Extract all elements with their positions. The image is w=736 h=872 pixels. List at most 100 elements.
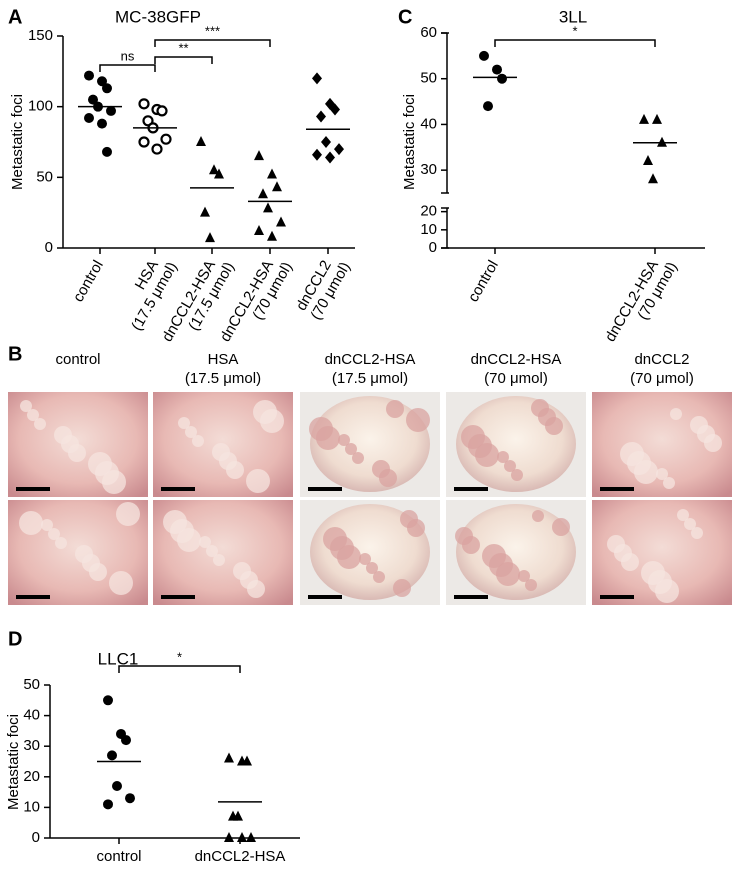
x-tick-label: dnCCL2-HSA(70 μmol) — [602, 251, 681, 354]
photo-nodule — [359, 553, 371, 565]
photo-nodule — [634, 460, 658, 484]
data-point — [652, 113, 662, 124]
y-tick-label: 10 — [420, 221, 437, 238]
chart-title: MC-38GFP — [115, 7, 201, 26]
photo-nodule — [462, 536, 480, 554]
data-point — [492, 64, 502, 75]
panel-label: A — [8, 6, 22, 28]
data-point — [102, 83, 112, 94]
y-tick-label: 40 — [23, 707, 40, 724]
x-tick-label-line: control — [465, 257, 502, 304]
data-point — [321, 136, 331, 148]
data-point — [330, 103, 340, 116]
photo-nodule — [345, 443, 357, 455]
data-point — [657, 136, 667, 147]
y-tick-label: 0 — [32, 829, 40, 846]
significance-label: *** — [205, 23, 220, 38]
photo-nodule — [68, 444, 86, 462]
photo-column-label: (70 μmol) — [484, 370, 548, 387]
data-point — [88, 94, 98, 105]
photo-organ — [456, 504, 576, 600]
photo-nodule — [316, 426, 340, 450]
y-tick-label: 60 — [420, 24, 437, 41]
photo-nodule — [352, 452, 364, 464]
photo-nodule — [393, 579, 411, 597]
photo-nodule — [691, 527, 703, 539]
data-point — [258, 188, 268, 199]
photo-column-label: dnCCL2-HSA — [325, 351, 416, 368]
data-point — [196, 136, 206, 146]
data-point — [200, 206, 210, 217]
photo-nodule — [338, 434, 350, 446]
photo-nodule — [116, 502, 140, 526]
photo-nodule — [656, 468, 668, 480]
x-tick-label: dnCCL2(70 μmol) — [292, 251, 353, 323]
data-point — [312, 72, 322, 85]
photo-nodule — [185, 426, 197, 438]
photo-column-label: control — [55, 351, 100, 368]
photo-nodule — [386, 400, 404, 418]
data-point — [125, 793, 135, 804]
significance-label: ns — [121, 48, 135, 63]
y-tick-label: 30 — [23, 737, 40, 754]
photo-nodule — [34, 418, 46, 430]
photo-nodule — [373, 571, 385, 583]
significance-bracket — [99, 64, 156, 72]
photo-nodule — [677, 509, 689, 521]
photo-nodule — [199, 536, 211, 548]
data-point — [151, 143, 163, 155]
x-tick-label: dnCCL2-HSA — [195, 848, 286, 865]
photo-nodule — [213, 554, 225, 566]
scale-bar — [454, 487, 488, 491]
photo-column-label: HSA — [208, 351, 239, 368]
photo-nodule — [89, 563, 107, 581]
data-point — [254, 150, 264, 161]
photo-nodule — [532, 510, 544, 522]
photo-nodule — [247, 580, 265, 598]
panel-label: C — [398, 6, 412, 28]
significance-bracket — [118, 665, 241, 673]
photo-nodule — [206, 545, 218, 557]
photo-nodule — [406, 408, 430, 432]
data-point — [112, 780, 122, 791]
data-point — [107, 750, 117, 761]
photo-nodule — [192, 435, 204, 447]
data-point — [479, 50, 489, 61]
data-point — [102, 146, 112, 157]
data-point — [233, 810, 243, 821]
photo-nodule — [109, 571, 133, 595]
photo-nodule — [20, 400, 32, 412]
dot-plot: D LLC1 Metastatic foci 0 10 20 30 40 50 control dn… — [5, 628, 300, 865]
photo-column-label: (17.5 μmol) — [332, 370, 408, 387]
data-point — [97, 76, 107, 87]
data-point — [483, 101, 493, 112]
data-point — [237, 832, 247, 842]
photo-nodule — [177, 528, 201, 552]
photo-nodule — [525, 579, 537, 591]
photo-nodule — [545, 417, 563, 435]
data-point — [84, 70, 94, 81]
scale-bar — [161, 595, 195, 599]
photo-nodule — [518, 570, 530, 582]
data-point — [254, 225, 264, 236]
y-axis-label: Metastatic foci — [5, 714, 22, 810]
data-point — [267, 230, 277, 241]
data-point — [106, 105, 116, 116]
photo-nodule — [379, 469, 397, 487]
y-tick-label: 30 — [420, 161, 437, 178]
data-point — [224, 752, 234, 763]
photo-nodule — [226, 461, 244, 479]
data-point — [103, 695, 113, 706]
data-point — [276, 216, 286, 227]
data-point — [242, 755, 252, 766]
data-point — [312, 148, 322, 161]
photo-nodule — [655, 579, 679, 603]
x-tick-label: control — [465, 257, 502, 304]
significance-bracket — [494, 39, 656, 47]
data-point — [214, 168, 224, 179]
photo-nodule — [496, 562, 520, 586]
photo-column-label: (70 μmol) — [630, 370, 694, 387]
photo-organ — [310, 504, 430, 600]
scale-bar — [161, 487, 195, 491]
